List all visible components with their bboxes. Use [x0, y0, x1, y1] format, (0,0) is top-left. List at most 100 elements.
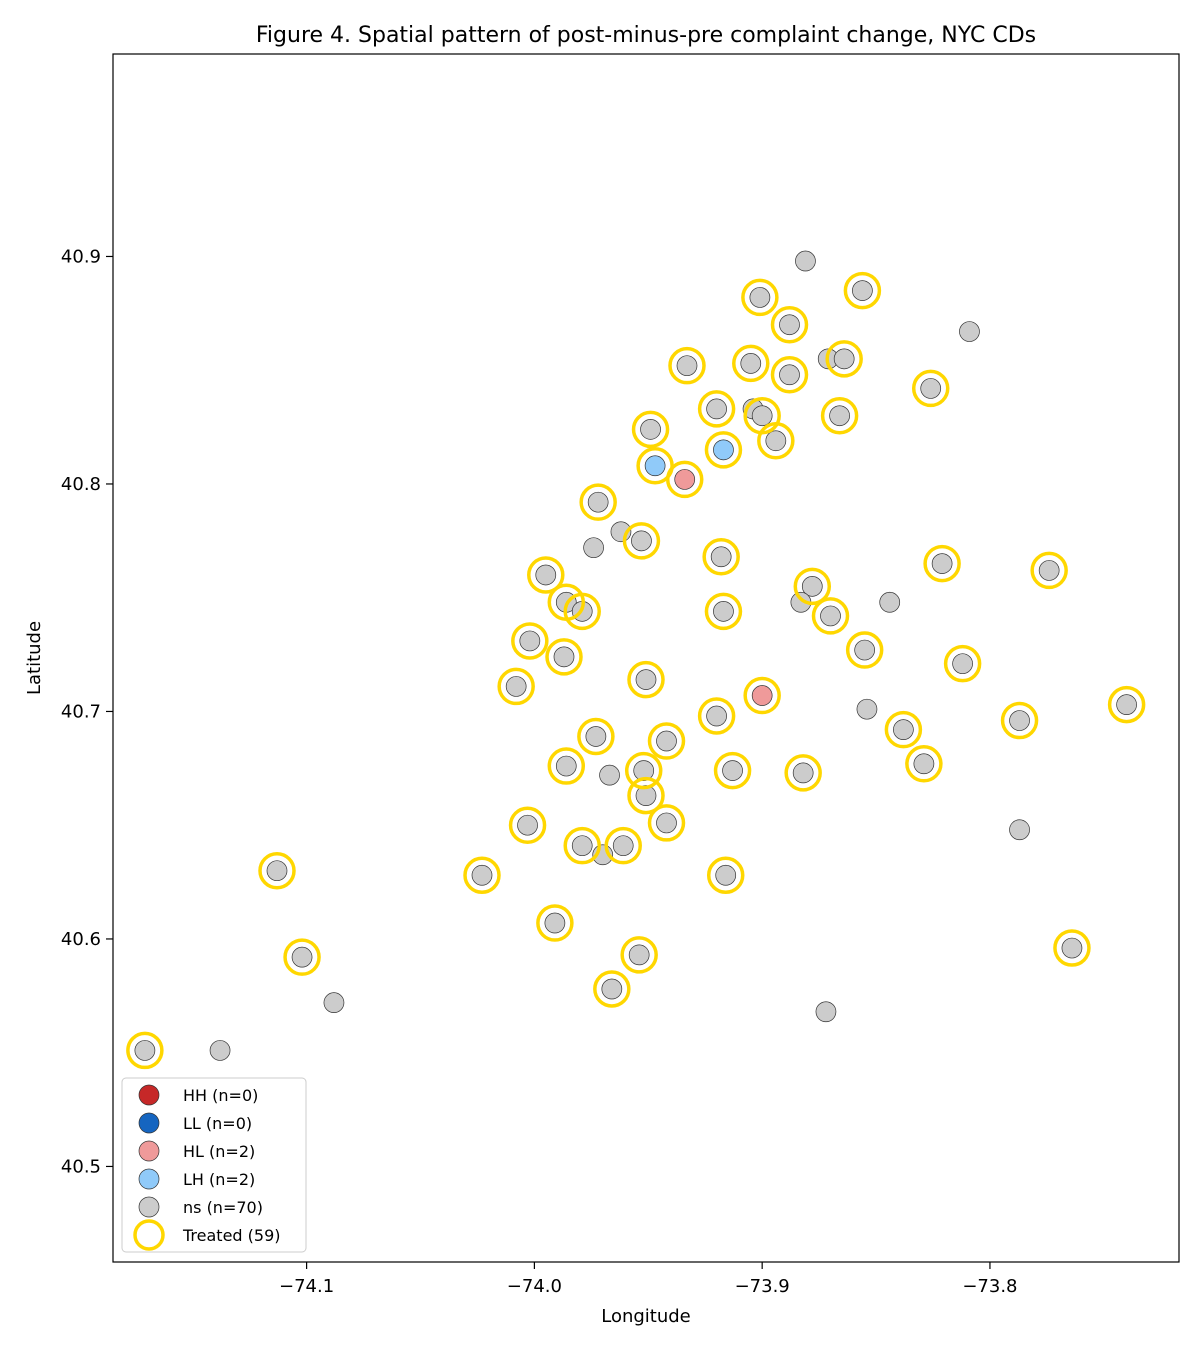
treated-ring [627, 660, 665, 699]
data-point-ns [505, 676, 527, 697]
treated-ring [743, 676, 781, 715]
treated-ring [463, 856, 501, 895]
y-tick-label: 40.8 [61, 474, 101, 495]
data-point-ns [553, 646, 575, 668]
legend-marker-LL [138, 1112, 160, 1134]
treated-ring [579, 483, 617, 521]
data-point-ns [833, 348, 855, 370]
plot-area [112, 53, 1180, 1263]
data-point-ns [599, 764, 620, 786]
treated-ring [527, 556, 565, 594]
data-point-ns [856, 698, 878, 720]
treated-ring [793, 567, 832, 606]
treated-ring [811, 597, 850, 635]
treated-ring [665, 460, 704, 499]
data-point-LH [713, 439, 734, 461]
x-tick-label: −73.8 [962, 1276, 1017, 1297]
legend-label-LH: LH (n=2) [183, 1170, 255, 1189]
treated-ring [508, 806, 547, 844]
data-point-ns [601, 978, 623, 1000]
data-point-ns [676, 355, 698, 377]
data-point-ns [706, 705, 727, 727]
data-point-ns [779, 314, 800, 336]
legend-box [121, 1077, 307, 1253]
treated-ring [845, 631, 884, 669]
treated-ring [770, 356, 809, 394]
legend-label-LL: LL (n=0) [183, 1114, 252, 1133]
data-point-ns [792, 762, 814, 784]
data-point-ns [266, 860, 288, 882]
data-point-ns [931, 553, 953, 574]
legend-label-HH: HH (n=0) [183, 1086, 258, 1105]
treated-ring [622, 522, 661, 560]
data-point-ns [952, 653, 973, 675]
treated-ring [511, 622, 549, 660]
data-point-ns [631, 530, 652, 552]
treated-ring [624, 751, 663, 790]
data-point-ns [544, 912, 566, 934]
data-point-ns [209, 1040, 231, 1061]
treated-ring [702, 538, 740, 576]
treated-ring [713, 751, 752, 790]
treated-ring [943, 644, 982, 683]
data-point-ns [555, 755, 577, 777]
legend-marker-LH [138, 1168, 160, 1190]
data-point-ns [913, 753, 935, 775]
legend-marker-ns [138, 1196, 160, 1218]
treated-ring [563, 592, 601, 631]
data-point-ns [571, 835, 593, 857]
treated-ring [631, 410, 670, 449]
treated-ring [697, 390, 736, 428]
data-point-HL [751, 685, 773, 706]
data-point-ns [1009, 819, 1030, 841]
data-point-ns [852, 280, 873, 301]
treated-ring [647, 804, 686, 842]
treated-ring [620, 936, 658, 974]
axis-ticks: −74.1 −74.0 −73.9 −73.8 40.5 40.6 40.7 40.8 40.9 [61, 246, 1018, 1297]
data-point-ns [323, 992, 345, 1014]
data-point-ns [583, 537, 604, 559]
data-point-ns [920, 378, 942, 399]
y-axis-label: Latitude [24, 621, 45, 695]
treated-ring [820, 396, 859, 435]
data-point-ns [612, 835, 634, 857]
treated-ring [547, 747, 586, 785]
legend-label-ns: ns (n=70) [183, 1198, 263, 1217]
data-point-ns [640, 419, 661, 440]
data-point-ns [820, 605, 841, 627]
data-point-ns [1116, 694, 1137, 715]
treated-ring [732, 344, 770, 383]
data-point-HL [674, 469, 696, 490]
treated-ring [1107, 685, 1146, 724]
treated-ring [1053, 929, 1091, 967]
treated-ring [668, 346, 706, 385]
treated-ring [1030, 551, 1068, 590]
chart-title: Figure 4. Spatial pattern of post-minus-… [256, 23, 1036, 48]
treated-ring [258, 851, 296, 890]
x-axis-label: Longitude [601, 1306, 691, 1327]
legend-marker-HH [138, 1084, 160, 1106]
treated-ring [741, 278, 779, 317]
data-point-ns [779, 364, 800, 386]
treated-ring [706, 856, 745, 895]
legend-label-treated: Treated (59) [182, 1226, 281, 1245]
data-point-ns [815, 1001, 837, 1023]
data-point-ns [535, 564, 557, 586]
treated-ring [536, 904, 574, 942]
treated-ring [604, 826, 642, 865]
legend-label-HL: HL (n=2) [183, 1142, 255, 1161]
treated-ring [577, 717, 615, 756]
data-point-ns [628, 944, 650, 966]
treated-ring [911, 369, 950, 408]
data-point-ns [1009, 710, 1030, 731]
data-point-ns [879, 591, 901, 613]
treated-ring [563, 826, 601, 865]
legend-marker-HL [138, 1140, 160, 1162]
data-point-ns [471, 864, 493, 886]
data-point-ns [749, 287, 771, 308]
data-point-ns [740, 353, 762, 374]
treated-ring [647, 722, 686, 760]
treated-ring [905, 745, 943, 783]
data-point-ns [765, 430, 787, 452]
treated-ring [545, 638, 583, 676]
